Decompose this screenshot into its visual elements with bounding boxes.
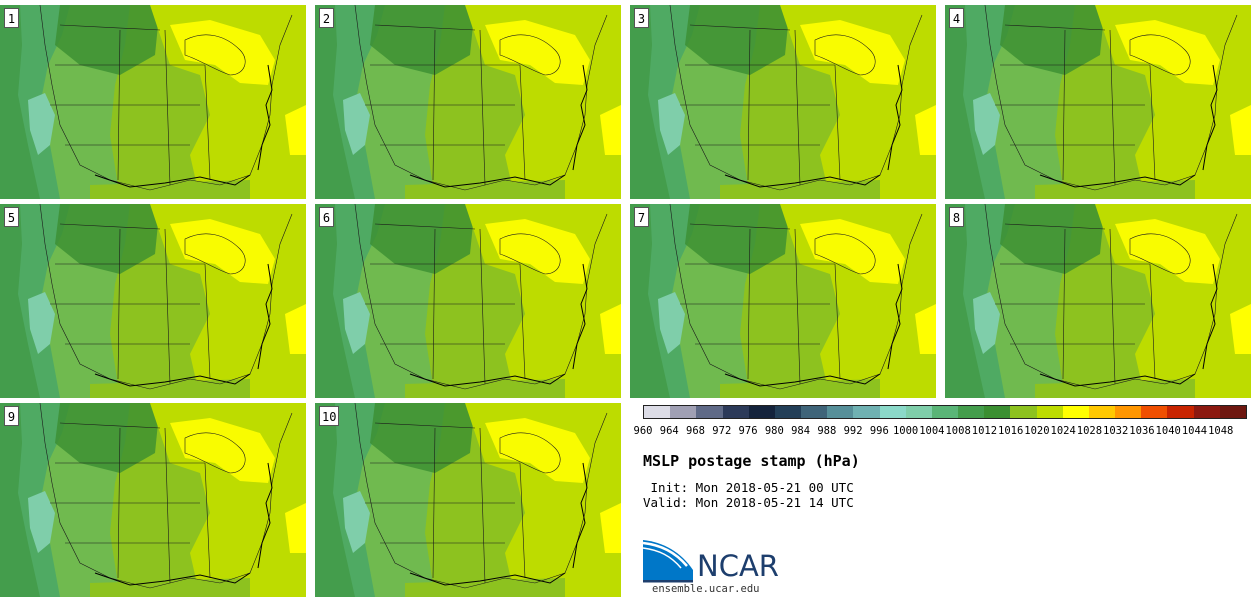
mslp-map [0, 403, 306, 597]
colorbar-tick-label: 988 [817, 425, 837, 437]
colorbar-tick-labels: 960 964 968 972 976 980 984 988 992 996 1000 1004 10… [634, 425, 1247, 439]
map-panel: 5 [0, 204, 306, 398]
colorbar-tick-label: 1016 [997, 425, 1024, 437]
colorbar-swatch [1141, 406, 1168, 418]
map-panel: 2 [315, 5, 621, 199]
map-panel: 8 [945, 204, 1251, 398]
colorbar-swatch [931, 406, 959, 418]
colorbar-tick-label: 980 [764, 425, 784, 437]
mslp-map [315, 403, 621, 597]
map-panel: 4 [945, 5, 1251, 199]
colorbar-swatch [774, 406, 802, 418]
mslp-map [945, 204, 1251, 398]
colorbar-swatch [722, 406, 749, 418]
colorbar-swatch [879, 406, 906, 418]
colorbar-swatch [1010, 406, 1037, 418]
chart-title: MSLP postage stamp (hPa) [643, 452, 860, 470]
colorbar-tick-label: 984 [791, 425, 811, 437]
colorbar-swatch [801, 406, 828, 418]
ensemble-member-number: 3 [634, 8, 649, 28]
colorbar-tick-label: 1024 [1050, 425, 1076, 437]
colorbar-tick-label: 976 [738, 425, 758, 437]
mslp-colorbar [643, 405, 1247, 419]
colorbar-swatch [1167, 406, 1194, 418]
ensemble-member-number: 5 [4, 207, 19, 227]
colorbar-tick-label: 996 [869, 425, 889, 437]
ensemble-member-number: 1 [4, 8, 19, 28]
colorbar-tick-label: 1040 [1155, 425, 1181, 437]
map-panel: 7 [630, 204, 936, 398]
colorbar-swatch [1062, 406, 1089, 418]
colorbar-tick-label: 968 [686, 425, 705, 437]
ensemble-member-number: 7 [634, 207, 649, 227]
ensemble-member-number: 6 [319, 207, 334, 227]
colorbar-tick-label: 1048 [1208, 425, 1234, 437]
ncar-logo-text: NCAR [697, 549, 779, 583]
colorbar-swatch [644, 406, 671, 418]
colorbar-tick-label: 1004 [919, 425, 945, 437]
colorbar-swatch [827, 406, 854, 418]
ensemble-member-number: 2 [319, 8, 334, 28]
colorbar-swatch [1088, 406, 1116, 418]
ensemble-member-number: 4 [949, 8, 964, 28]
colorbar-swatch [1193, 406, 1220, 418]
colorbar-tick-label: 992 [843, 425, 863, 437]
map-panel: 9 [0, 403, 306, 597]
mslp-map [315, 204, 621, 398]
colorbar-tick-label: 964 [659, 425, 679, 437]
colorbar-tick-label: 972 [712, 425, 732, 437]
map-panel: 10 [315, 403, 621, 597]
colorbar-swatch [670, 406, 697, 418]
map-panel: 1 [0, 5, 306, 199]
colorbar-swatch [958, 406, 985, 418]
colorbar-swatch [1036, 406, 1063, 418]
ncar-logo-icon [643, 540, 693, 583]
ensemble-member-number: 10 [319, 406, 340, 426]
map-panel: 3 [630, 5, 936, 199]
colorbar-tick-label: 1012 [971, 425, 998, 437]
colorbar-tick-label: 1000 [892, 425, 919, 437]
colorbar-swatch [984, 406, 1011, 418]
colorbar-tick-label: 1036 [1129, 425, 1155, 437]
colorbar-tick-label: 1008 [945, 425, 971, 437]
colorbar-swatch [905, 406, 932, 418]
colorbar-swatch [696, 406, 723, 418]
ensemble-member-number: 9 [4, 406, 19, 426]
mslp-map [0, 204, 306, 398]
colorbar-swatch [853, 406, 880, 418]
ensemble-member-number: 8 [949, 207, 964, 227]
valid-time: Valid: Mon 2018-05-21 14 UTC [643, 495, 854, 510]
mslp-map [630, 204, 936, 398]
colorbar-swatch [1219, 406, 1246, 418]
colorbar-tick-label: 1020 [1024, 425, 1050, 437]
site-url: ensemble.ucar.edu [652, 583, 760, 595]
mslp-map [630, 5, 936, 199]
colorbar-tick-label: 960 [633, 425, 653, 437]
init-time: Init: Mon 2018-05-21 00 UTC [643, 480, 854, 495]
map-panel: 6 [315, 204, 621, 398]
mslp-map [315, 5, 621, 199]
colorbar-tick-label: 1028 [1076, 425, 1103, 437]
mslp-map [945, 5, 1251, 199]
mslp-map [0, 5, 306, 199]
colorbar-tick-label: 1032 [1103, 425, 1129, 437]
colorbar-swatch [748, 406, 775, 418]
colorbar-tick-label: 1044 [1181, 425, 1208, 437]
colorbar-swatch [1115, 406, 1142, 418]
